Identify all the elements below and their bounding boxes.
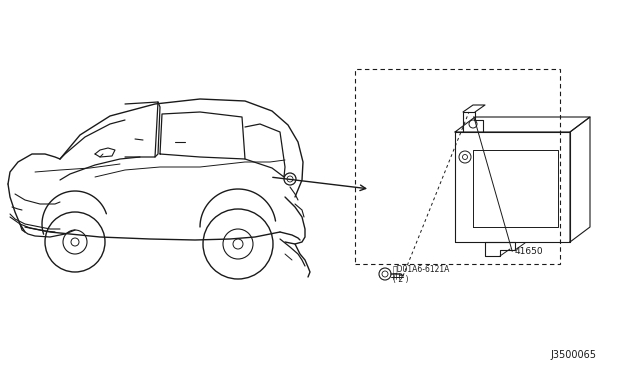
Text: ⓇD01A6-6121A
( 2 ): ⓇD01A6-6121A ( 2 ) xyxy=(393,264,451,284)
Text: J3500065: J3500065 xyxy=(550,350,596,360)
Bar xyxy=(355,69,560,264)
Text: 41650: 41650 xyxy=(515,247,543,256)
